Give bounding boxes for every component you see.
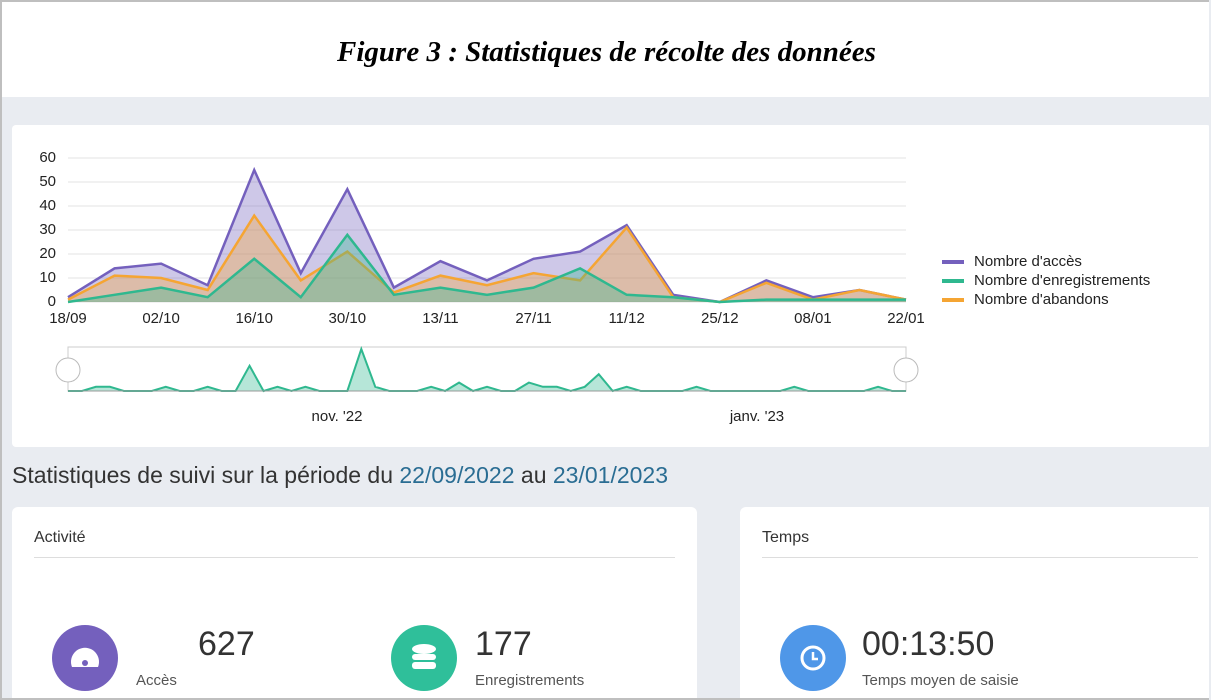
chart-panel: 0 10 20 30 40 50 60 18/09 02/10 16/10 30/10 13/11 27… [12, 125, 1209, 447]
series-area [68, 215, 906, 302]
start-date: 22/09/2022 [399, 462, 515, 488]
figure-title: Figure 3 : Statistiques de récolte des d… [2, 2, 1209, 97]
series-area [68, 234, 906, 302]
navigator-handle[interactable] [55, 357, 81, 383]
divider [762, 557, 1198, 558]
legend-label: Nombre d'enregistrements [974, 272, 1150, 289]
navigator-handle[interactable] [893, 357, 919, 383]
end-date: 23/01/2023 [552, 462, 669, 488]
x-tick-label: 02/10 [142, 310, 180, 327]
y-tick-label: 0 [48, 293, 56, 310]
series-area [68, 170, 906, 302]
y-tick-label: 30 [39, 221, 56, 238]
legend-label: Nombre d'accès [974, 253, 1082, 270]
chart: 0 10 20 30 40 50 60 18/09 02/10 16/10 30/10 13/11 27… [39, 149, 1150, 425]
activity-card: Activité 627 Accès 177 Enregistrements [12, 507, 697, 698]
y-tick-label: 10 [39, 269, 56, 286]
x-tick-label: 11/12 [608, 310, 644, 327]
x-tick-label: 18/09 [49, 310, 87, 327]
x-tick-label: 25/12 [701, 310, 739, 327]
stat-value: 00:13:50 [862, 625, 995, 663]
x-tick-label: 30/10 [329, 310, 367, 327]
y-tick-label: 40 [39, 197, 56, 214]
stat-label: Temps moyen de saisie [862, 672, 1019, 689]
clock-icon [780, 625, 846, 691]
y-tick-label: 50 [39, 173, 56, 190]
summary-heading: Statistiques de suivi sur la période du … [12, 462, 668, 489]
y-tick-label: 60 [39, 149, 56, 166]
card-title: Activité [34, 529, 86, 546]
x-tick-label: 08/01 [794, 310, 832, 327]
series-line [67, 232, 906, 304]
card-title: Temps [762, 529, 810, 546]
x-tick-label: 27/11 [515, 310, 551, 327]
time-card: Temps 00:13:50 Temps moyen de saisie [740, 507, 1209, 698]
navigator-label: nov. '22 [312, 408, 363, 425]
stat-label: Accès [136, 672, 177, 689]
x-tick-label: 22/01 [887, 310, 925, 327]
stat-value: 177 [475, 625, 532, 663]
series-line [67, 213, 907, 304]
gauge-icon [52, 625, 118, 691]
navigator-frame [67, 346, 907, 392]
divider [34, 557, 675, 558]
heading-text: au [514, 462, 553, 488]
heading-text: Statistiques de suivi sur la période du [12, 462, 400, 488]
y-tick-label: 20 [39, 245, 56, 262]
series-line [67, 166, 907, 304]
legend-label: Nombre d'abandons [974, 291, 1109, 308]
x-tick-label: 16/10 [235, 310, 273, 327]
stat-label: Enregistrements [475, 672, 585, 689]
x-tick-label: 13/11 [422, 310, 458, 327]
stat-value: 627 [198, 625, 255, 663]
navigator-area [68, 349, 906, 391]
database-icon [391, 625, 457, 691]
navigator-label: janv. '23 [729, 408, 784, 425]
navigator-line [68, 345, 906, 393]
